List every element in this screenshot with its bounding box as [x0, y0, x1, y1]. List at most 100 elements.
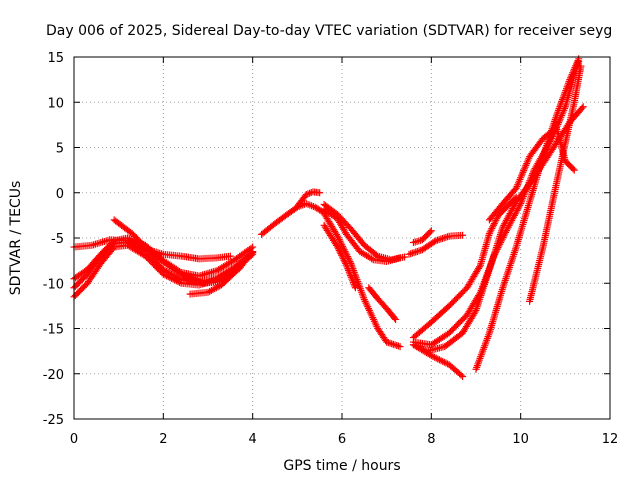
data-point-marker	[368, 255, 376, 263]
data-point-marker	[163, 272, 171, 280]
chart-title: Day 006 of 2025, Sidereal Day-to-day VTE…	[46, 23, 612, 39]
data-point-marker	[493, 215, 501, 223]
data-point-marker	[490, 220, 498, 228]
x-tick-label: 10	[512, 432, 529, 447]
data-point-marker	[336, 248, 344, 256]
data-point-marker	[476, 263, 484, 271]
x-tick-label: 0	[70, 432, 78, 447]
data-point-marker	[338, 251, 346, 259]
y-tick-label: -25	[43, 413, 64, 428]
y-tick-label: -15	[43, 323, 64, 338]
data-point-marker	[176, 278, 184, 286]
data-point-marker	[171, 276, 179, 284]
x-tick-label: 4	[249, 432, 257, 447]
data-point-marker	[337, 239, 345, 247]
data-point-marker	[569, 165, 577, 173]
data-point-marker	[487, 226, 495, 234]
data-point-marker	[396, 343, 404, 351]
x-tick-label: 6	[338, 432, 346, 447]
data-point-marker	[161, 271, 169, 279]
data-point-marker	[427, 352, 435, 360]
data-point-marker	[159, 270, 167, 278]
data-point-marker	[180, 272, 188, 280]
data-point-marker	[491, 218, 499, 226]
x-tick-label: 8	[427, 432, 435, 447]
data-point-marker	[339, 242, 347, 250]
data-point-marker	[442, 359, 450, 367]
y-tick-label: -10	[43, 277, 64, 292]
data-point-marker	[174, 278, 182, 286]
x-tick-label: 2	[159, 432, 167, 447]
data-point-marker	[334, 232, 342, 240]
data-point-marker	[341, 258, 349, 266]
data-point-marker	[351, 284, 359, 292]
data-point-marker	[492, 216, 500, 224]
data-point-marker	[486, 228, 494, 236]
data-point-marker	[459, 231, 467, 239]
plot-frame	[73, 56, 611, 420]
data-point-marker	[489, 221, 497, 229]
series-prn-r	[409, 103, 587, 355]
x-tick-labels: 0 2 4 6 8 10 12	[70, 432, 618, 447]
data-point-marker	[579, 103, 587, 111]
data-point-marker	[427, 227, 435, 235]
data-point-marker	[304, 190, 312, 198]
series-prn-h	[293, 188, 324, 210]
y-tick-labels: -25 -20 -15 -10 -5 0 5 10 15	[43, 51, 64, 428]
data-point-marker	[575, 55, 583, 63]
data-point-marker	[570, 166, 578, 174]
data-point-marker	[434, 355, 442, 363]
series-prn-p	[409, 193, 520, 342]
series-prn-j	[320, 205, 404, 266]
series-prn-o	[409, 227, 435, 247]
data-point-marker	[401, 253, 409, 261]
data-point-marker	[392, 315, 400, 323]
data-point-marker	[578, 104, 586, 112]
data-point-marker	[166, 273, 174, 281]
x-axis-label: GPS time / hours	[283, 458, 400, 474]
data-point-marker	[334, 245, 342, 253]
data-point-marker	[372, 251, 380, 259]
data-point-marker	[337, 250, 345, 258]
y-tick-label: 10	[47, 96, 64, 111]
data-point-marker	[342, 260, 350, 268]
data-point-marker	[336, 237, 344, 245]
data-point-marker	[426, 228, 434, 236]
data-point-marker	[167, 274, 175, 282]
data-point-marker	[440, 358, 448, 366]
data-point-marker	[334, 234, 342, 242]
data-point-marker	[471, 308, 479, 316]
data-point-marker	[488, 225, 496, 233]
series-prn-k	[320, 210, 404, 351]
data-point-marker	[577, 62, 585, 70]
data-point-marker	[437, 357, 445, 365]
series-prn-n	[405, 231, 467, 258]
data-point-marker	[432, 354, 440, 362]
data-point-marker	[172, 277, 180, 285]
data-point-marker	[335, 246, 343, 254]
y-tick-label: 0	[56, 187, 64, 202]
series-prn-l	[320, 221, 359, 292]
data-point-marker	[338, 241, 346, 249]
data-point-marker	[247, 249, 255, 257]
data-point-marker	[439, 357, 447, 365]
data-point-marker	[390, 314, 398, 322]
series-prn-u	[472, 55, 583, 373]
series-prn-m	[365, 284, 400, 323]
data-point-marker	[306, 189, 314, 197]
data-point-marker	[169, 275, 177, 283]
data-point-marker	[431, 353, 439, 361]
data-point-marker	[226, 252, 234, 260]
data-point-marker	[485, 229, 493, 237]
data-point-marker	[164, 273, 172, 281]
data-point-marker	[249, 248, 257, 256]
data-point-marker	[334, 243, 342, 251]
data-point-marker	[338, 253, 346, 261]
data-point-marker	[457, 371, 465, 379]
data-point-marker	[435, 356, 443, 364]
x-tick-label: 12	[602, 432, 619, 447]
data-point-marker	[339, 244, 347, 252]
y-tick-label: -20	[43, 368, 64, 383]
data-point-marker	[339, 255, 347, 263]
